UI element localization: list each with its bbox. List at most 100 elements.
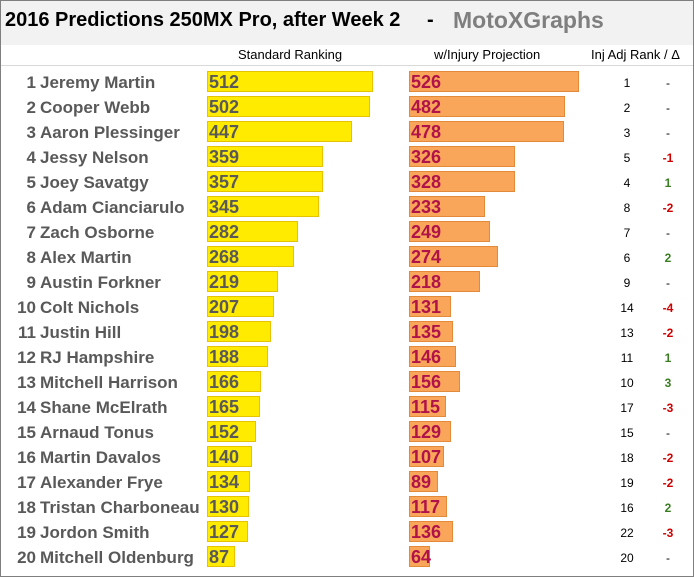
rank-change: 3: [664, 376, 672, 390]
table-row: 8 Alex Martin 268 274 6 2: [1, 244, 693, 269]
standard-ranking-value: 166: [209, 372, 240, 392]
rider-name: RJ Hampshire: [40, 348, 155, 367]
rank-change: 1: [664, 351, 672, 365]
standard-ranking-value: 188: [209, 347, 240, 367]
standard-ranking-value: 130: [209, 497, 240, 517]
injury-adjusted-rank: 20: [620, 551, 634, 565]
title-separator: -: [427, 9, 434, 31]
table-row: 2 Cooper Webb 502 482 2-: [1, 94, 693, 119]
standard-ranking-bar: [207, 96, 370, 117]
adjusted-rank-header: Inj Adj Rank / Δ: [591, 47, 680, 62]
standard-ranking-value: 512: [209, 72, 240, 92]
injury-projection-bar: [409, 196, 485, 217]
injury-projection-value: 64: [411, 547, 432, 567]
title-bar: 2016 Predictions 250MX Pro, after Week 2…: [1, 1, 693, 45]
table-row: 9 Austin Forkner 219 218 9-: [1, 269, 693, 294]
rank-change: -: [666, 276, 670, 290]
injury-adjusted-rank: 13: [620, 326, 634, 340]
injury-projection-bar: [409, 471, 438, 492]
rank-change: -: [666, 426, 670, 440]
injury-projection-value: 129: [411, 422, 442, 442]
standard-ranking-bar: [207, 171, 323, 192]
injury-adjusted-rank: 7: [623, 226, 631, 240]
table-row: 3 Aaron Plessinger 447 478 3-: [1, 119, 693, 144]
injury-projection-value: 526: [411, 72, 442, 92]
rank-number: 14: [17, 398, 36, 417]
injury-projection-bar: [409, 446, 444, 467]
injury-projection-value: 115: [411, 397, 441, 417]
rank-number: 10: [17, 298, 36, 317]
standard-ranking-bar: [207, 71, 373, 92]
injury-projection-value: 136: [411, 522, 442, 542]
injury-adjusted-rank: 8: [623, 201, 631, 215]
injury-projection-bar: [409, 496, 447, 517]
injury-projection-value: 135: [411, 322, 442, 342]
injury-projection-bar: [409, 71, 579, 92]
standard-ranking-bar: [207, 496, 249, 517]
rank-number: 13: [17, 373, 36, 392]
injury-projection-value: 478: [411, 122, 442, 142]
standard-ranking-value: 140: [209, 447, 240, 467]
rider-name: Cooper Webb: [40, 98, 151, 117]
injury-projection-value: 146: [411, 347, 442, 367]
injury-projection-bar: [409, 396, 446, 417]
injury-adjusted-rank: 3: [623, 126, 631, 140]
standard-ranking-bar: [207, 196, 319, 217]
rank-change: -: [666, 101, 670, 115]
rider-name: Jessy Nelson: [40, 148, 149, 167]
standard-ranking-value: 502: [209, 97, 240, 117]
table-row: 6 Adam Cianciarulo 345 233 8 -2: [1, 194, 693, 219]
rank-number: 5: [26, 173, 36, 192]
injury-projection-value: 107: [411, 447, 442, 467]
injury-projection-value: 274: [411, 247, 442, 267]
injury-projection-value: 249: [411, 222, 442, 242]
injury-adjusted-rank: 18: [620, 451, 634, 465]
injury-adjusted-rank: 11: [620, 351, 634, 365]
standard-ranking-bar: [207, 446, 252, 467]
injury-projection-bar: [409, 421, 451, 442]
standard-ranking-bar: [207, 246, 294, 267]
table-row: 5 Joey Savatgy 357 328 4 1: [1, 169, 693, 194]
injury-projection-value: 326: [411, 147, 442, 167]
standard-ranking-bar: [207, 471, 250, 492]
injury-projection-bar: [409, 121, 564, 142]
standard-ranking-value: 152: [209, 422, 240, 442]
rank-number: 9: [26, 273, 36, 292]
rank-number: 7: [26, 223, 36, 242]
injury-adjusted-rank: 14: [620, 301, 634, 315]
table-row: 15 Arnaud Tonus 152 129 15-: [1, 419, 693, 444]
header-divider: [1, 65, 693, 66]
table-row: 14 Shane McElrath 165 115 17 -3: [1, 394, 693, 419]
rank-number: 20: [17, 548, 36, 567]
injury-projection-bar: [409, 246, 498, 267]
injury-adjusted-rank: 17: [620, 401, 634, 415]
standard-ranking-bar: [207, 521, 248, 542]
rider-name: Mitchell Oldenburg: [40, 548, 194, 567]
rank-number: 18: [17, 498, 36, 517]
rank-number: 6: [26, 198, 36, 217]
injury-projection-value: 89: [411, 472, 432, 492]
standard-ranking-value: 282: [209, 222, 240, 242]
rank-change: -2: [662, 326, 674, 340]
injury-adjusted-rank: 6: [623, 251, 631, 265]
standard-ranking-value: 87: [209, 547, 230, 567]
rank-change: -2: [662, 476, 674, 490]
rider-name: Mitchell Harrison: [40, 373, 178, 392]
rider-name: Zach Osborne: [40, 223, 155, 242]
injury-projection-bar: [409, 146, 515, 167]
standard-ranking-bar: [207, 546, 235, 567]
injury-adjusted-rank: 16: [620, 501, 634, 515]
injury-projection-value: 117: [411, 497, 441, 517]
injury-adjusted-rank: 10: [620, 376, 634, 390]
rank-change: -2: [662, 201, 674, 215]
injury-projection-value: 482: [411, 97, 442, 117]
rider-name: Tristan Charboneau: [40, 498, 200, 517]
injury-projection-bar: [409, 371, 460, 392]
injury-adjusted-rank: 19: [620, 476, 634, 490]
injury-projection-value: 131: [411, 297, 442, 317]
table-row: 4 Jessy Nelson 359 326 5 -1: [1, 144, 693, 169]
injury-adjusted-rank: 9: [623, 276, 631, 290]
injury-projection-bar: [409, 96, 565, 117]
injury-adjusted-rank: 2: [623, 101, 631, 115]
